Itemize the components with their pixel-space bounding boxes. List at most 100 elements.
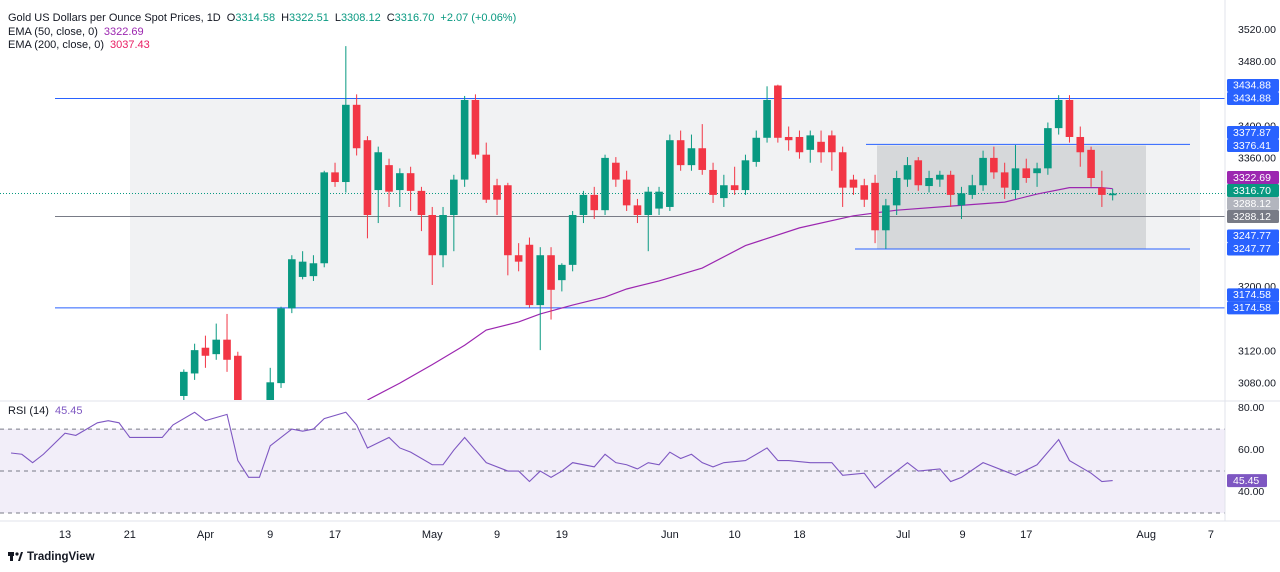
candle-body	[212, 339, 221, 355]
price-pane	[0, 46, 1225, 400]
ema-line	[367, 187, 1113, 400]
candle-body	[1087, 149, 1095, 179]
brand-name: TradingView	[27, 551, 95, 563]
candle-body	[795, 136, 804, 153]
candle-body	[536, 255, 545, 306]
y-tick-label: 60.00	[1238, 444, 1264, 456]
candle-body	[1011, 168, 1020, 191]
candle-body	[180, 371, 188, 396]
price-tag	[1227, 229, 1279, 243]
candle-body	[817, 141, 825, 153]
candle-body	[882, 205, 890, 231]
x-tick-label: May	[422, 529, 443, 541]
candle-body	[309, 263, 318, 277]
candle-body	[579, 194, 588, 216]
indicator-value: 3037.43	[110, 39, 150, 51]
price-tag	[1227, 138, 1279, 152]
x-tick-label: 17	[329, 529, 341, 541]
y-tick-label: 3480.00	[1238, 56, 1276, 68]
x-tick-label: 13	[59, 529, 71, 541]
price-tag-label: 3247.77	[1233, 230, 1271, 242]
candle-body	[471, 99, 480, 155]
candle-body	[1065, 99, 1074, 137]
candle-body	[525, 244, 534, 306]
x-tick-label: 21	[124, 529, 136, 541]
candle-body	[676, 140, 685, 166]
y-tick-label: 80.00	[1238, 402, 1264, 414]
legend-main: Gold US Dollars per Ounce Spot Prices, 1…	[8, 12, 516, 24]
candle-body	[774, 85, 782, 138]
candle-body	[374, 152, 383, 191]
candle-body	[903, 165, 912, 180]
candle-body	[298, 261, 307, 277]
candle-body	[428, 215, 437, 256]
candle-body	[1033, 168, 1041, 174]
candle-body	[709, 169, 717, 195]
rsi-pane	[0, 411, 1225, 514]
candle-body	[741, 160, 750, 191]
candle-body	[504, 185, 512, 256]
candle-body	[331, 172, 339, 183]
indicator-name: RSI (14)	[8, 405, 49, 417]
candle-body	[698, 148, 707, 170]
price-tag	[1227, 474, 1267, 488]
ohlc-value: 3308.12	[341, 12, 381, 24]
candle-body	[968, 185, 977, 195]
price-tag	[1227, 125, 1279, 139]
y-tick-label: 40.00	[1238, 486, 1264, 498]
ohlc-key: O	[227, 12, 236, 24]
ohlc-value: 3322.51	[289, 12, 329, 24]
candle-body	[234, 355, 242, 400]
indicator-value: 3322.69	[104, 26, 144, 38]
candle-body	[633, 205, 642, 216]
candle-body	[406, 173, 415, 191]
candle-body	[558, 264, 566, 281]
candle-body	[385, 165, 393, 192]
candle-body	[482, 154, 491, 200]
candle-body	[493, 185, 501, 200]
candle-body	[828, 135, 836, 153]
price-tag	[1227, 171, 1279, 185]
candle-body	[763, 99, 771, 138]
price-tag-label: 3174.58	[1233, 302, 1271, 314]
legend-ema200: EMA (200, close, 0) 3037.43	[8, 39, 150, 51]
price-tag-label: 3316.70	[1233, 185, 1271, 197]
range-box	[130, 98, 1200, 308]
candle-body	[201, 347, 210, 356]
price-tag-label: 3377.87	[1233, 127, 1271, 139]
candle-body	[439, 215, 447, 256]
candle-body	[946, 174, 955, 195]
candle-body	[1098, 187, 1106, 195]
indicator-name: EMA (50, close, 0)	[8, 26, 98, 38]
rsi-band	[0, 429, 1225, 514]
candle-body	[925, 178, 933, 187]
x-tick-label: 9	[267, 529, 273, 541]
x-tick-label: Jul	[896, 529, 910, 541]
price-tag-label: 45.45	[1233, 475, 1259, 487]
price-tag-label: 3434.88	[1233, 93, 1271, 105]
candle-body	[849, 179, 858, 188]
x-tick-label: Apr	[197, 529, 214, 541]
candle-body	[622, 179, 631, 206]
candle-body	[979, 157, 987, 186]
legend-ema50: EMA (50, close, 0) 3322.69	[8, 26, 144, 38]
y-tick-label: 3080.00	[1238, 378, 1276, 390]
candle-body	[277, 308, 285, 384]
candle-body	[190, 350, 199, 374]
candle-body	[1044, 128, 1052, 169]
x-tick-label: 10	[729, 529, 741, 541]
candle-body	[666, 140, 674, 207]
candle-body	[687, 148, 696, 166]
candle-body	[838, 152, 847, 188]
candle-body	[396, 173, 404, 191]
candle-body	[547, 255, 555, 290]
candle-body	[990, 157, 998, 173]
candle-body	[720, 185, 728, 199]
candle-body	[1076, 136, 1085, 153]
candle-body	[871, 182, 879, 231]
x-tick-label: 18	[793, 529, 805, 541]
candle-body	[223, 339, 231, 360]
y-tick-label: 3520.00	[1238, 24, 1276, 36]
